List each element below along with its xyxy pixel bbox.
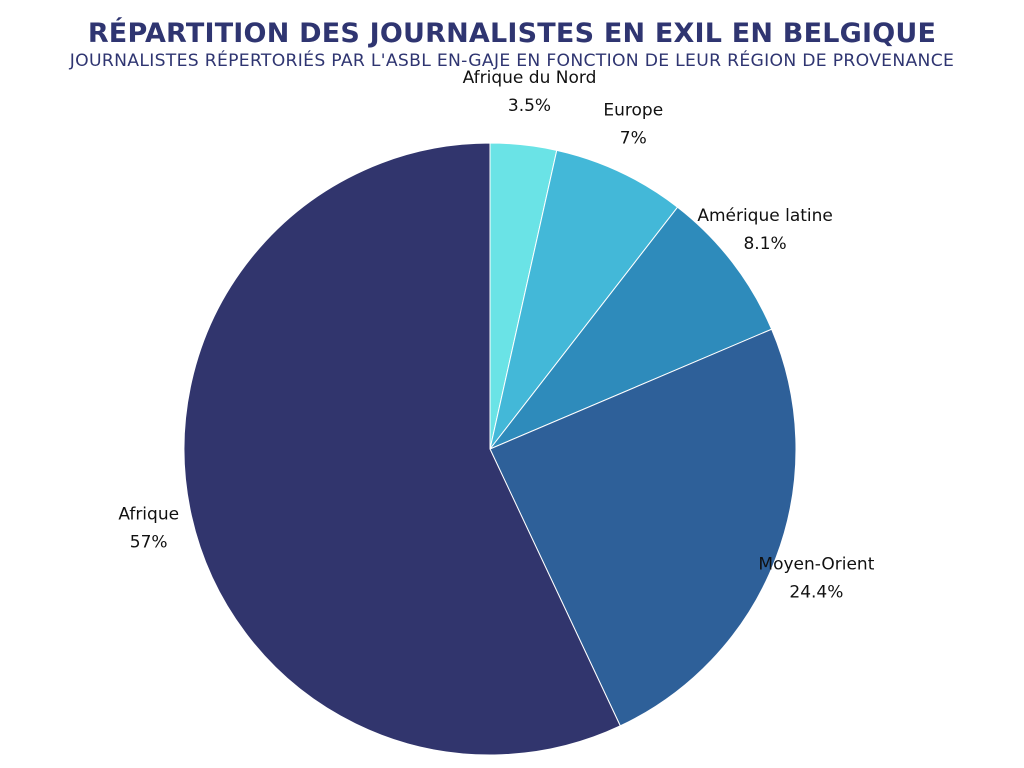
slice-label-value: 7% <box>620 128 647 148</box>
pie-slice-moyen-orient <box>489 328 797 727</box>
chart-title: RÉPARTITION DES JOURNALISTES EN EXIL EN … <box>87 18 937 49</box>
slice-label-moyen-orient: Moyen-Orient 24.4% <box>758 554 874 602</box>
pie-slice-europe <box>489 149 679 450</box>
chart-subtitle: JOURNALISTES RÉPERTORIÉS PAR L'ASBL EN-G… <box>69 51 955 71</box>
pie-slice-afrique <box>183 142 621 756</box>
slice-label-value: 57% <box>130 533 168 553</box>
slice-label-value: 8.1% <box>743 234 786 254</box>
slice-label-name: Europe <box>603 100 663 120</box>
slice-label-name: Amérique latine <box>697 206 833 226</box>
slice-label-value: 24.4% <box>789 582 843 602</box>
slice-label-name: Afrique du Nord <box>463 68 597 88</box>
pie-slice-amerique-latine <box>488 206 773 451</box>
slice-label-name: Afrique <box>118 505 179 525</box>
slice-label-value: 3.5% <box>508 96 551 116</box>
slice-label-afrique: Afrique 57% <box>118 505 179 553</box>
slice-label-amerique-latine: Amérique latine 8.1% <box>697 206 833 254</box>
pie-labels: Afrique du Nord 3.5% Europe 7% Amérique lati… <box>118 68 874 602</box>
pie-slices <box>183 142 797 756</box>
slice-label-afrique-du-nord: Afrique du Nord 3.5% <box>463 68 597 116</box>
slice-label-europe: Europe 7% <box>603 100 663 148</box>
slice-label-name: Moyen-Orient <box>758 554 874 574</box>
